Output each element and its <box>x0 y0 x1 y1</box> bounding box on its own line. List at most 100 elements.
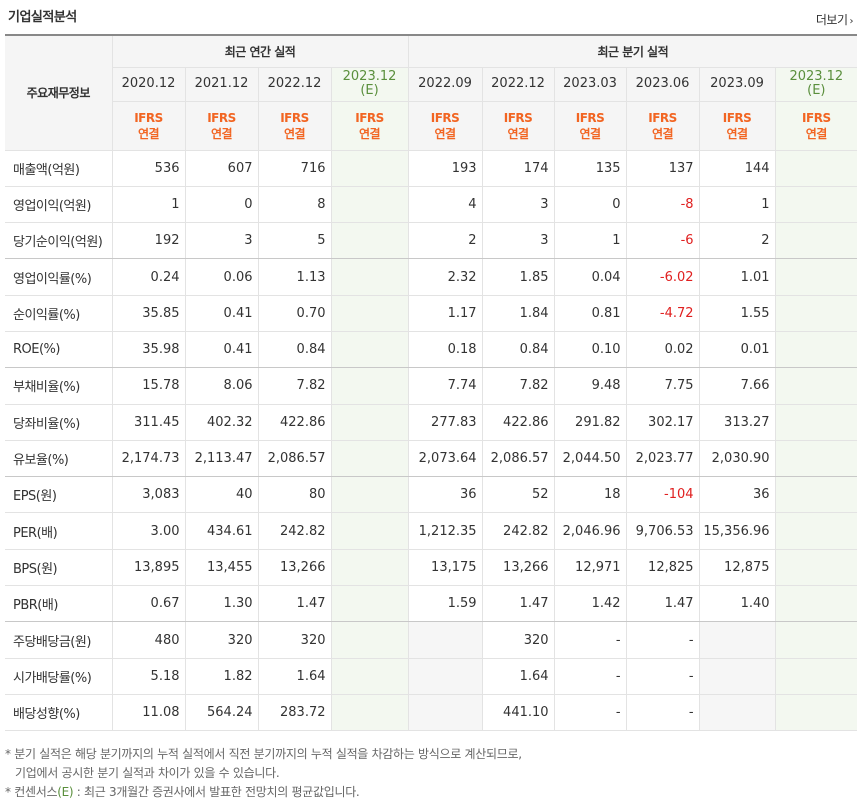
value-cell: 242.82 <box>481 512 555 550</box>
value-cell: 536 <box>111 149 186 187</box>
value-cell: 3.00 <box>111 512 186 550</box>
value-cell: 291.82 <box>553 403 627 441</box>
period-row: 2020.12 2021.12 2022.12 2023.12 (E) 2022.09 20… <box>5 66 858 102</box>
value-cell <box>330 585 409 623</box>
more-link[interactable]: 더보기 › <box>816 11 854 28</box>
standard-consolidated: 연결 <box>579 126 602 141</box>
standard-consolidated: 연결 <box>726 126 749 141</box>
period-label: 2023.12 <box>789 69 844 84</box>
standard-consolidated: 연결 <box>805 126 828 141</box>
value-cell: 422.86 <box>257 403 332 441</box>
standard-ifrs: IFRS <box>430 110 460 125</box>
table-row: 당기순이익(억원) 192 3 5 2 3 1 -6 2 <box>5 222 858 260</box>
quarter-group-header: 최근 분기 실적 <box>407 34 858 68</box>
period-label: 2023.09 <box>710 76 764 91</box>
standard-ifrs: IFRS <box>722 110 752 125</box>
table-row: 부채비율(%) 15.78 8.06 7.82 7.74 7.82 9.48 7.75 7.66 <box>5 367 858 405</box>
period-header: 2023.12 (E) <box>330 66 409 102</box>
value-cell <box>774 439 858 478</box>
value-cell: 8.06 <box>184 367 259 405</box>
value-cell <box>774 693 858 732</box>
row-label: 당좌비율(%) <box>5 403 113 441</box>
standard-consolidated: 연결 <box>283 126 306 141</box>
value-cell: 1.64 <box>257 657 332 695</box>
value-cell: 3,083 <box>111 476 186 514</box>
estimate-mark: (E) <box>360 83 379 98</box>
value-cell: 7.82 <box>257 367 332 405</box>
table-row: 매출액(억원) 536 607 716 193 174 135 137 144 <box>5 149 858 187</box>
period-label: 2022.12 <box>267 76 322 91</box>
row-label: ROE(%) <box>5 330 113 369</box>
value-cell: 11.08 <box>111 693 186 732</box>
footnote-1-cont: 기업에서 공시한 분기 실적과 차이가 있을 수 있습니다. <box>15 766 280 780</box>
value-cell: 2,113.47 <box>184 439 259 478</box>
row-label: PER(배) <box>5 512 113 550</box>
value-cell: 15.78 <box>111 367 186 405</box>
value-cell: 607 <box>184 149 259 187</box>
value-cell <box>330 476 409 514</box>
value-cell: 1.47 <box>625 585 700 623</box>
standard-header: IFRS 연결 <box>407 100 483 151</box>
value-cell: 0.02 <box>625 330 700 369</box>
value-cell: 2.32 <box>407 258 483 296</box>
value-cell: 564.24 <box>184 693 259 732</box>
value-cell <box>774 585 858 623</box>
period-label: 2023.03 <box>563 76 617 91</box>
value-cell: 15,356.96 <box>698 512 776 550</box>
value-cell: 1.59 <box>407 585 483 623</box>
page-title: 기업실적분석 <box>8 10 77 25</box>
standard-header: IFRS 연결 <box>774 100 858 151</box>
value-cell: -4.72 <box>625 294 700 332</box>
value-cell: 402.32 <box>184 403 259 441</box>
standard-ifrs: IFRS <box>355 110 384 125</box>
value-cell: 1.17 <box>407 294 483 332</box>
value-cell <box>774 367 858 405</box>
standard-consolidated: 연결 <box>507 126 530 141</box>
value-cell: 1.13 <box>257 258 332 296</box>
standard-consolidated: 연결 <box>137 126 160 141</box>
value-cell: 0.81 <box>553 294 627 332</box>
value-cell: 12,825 <box>625 548 700 587</box>
value-cell <box>330 693 409 732</box>
value-cell: - <box>625 657 700 695</box>
value-cell <box>774 330 858 369</box>
footnote-2-prefix: 컨센서스 <box>14 785 58 799</box>
value-cell <box>698 621 776 659</box>
table-body: 매출액(억원) 536 607 716 193 174 135 137 144 영업이익(억원) 1… <box>5 149 858 732</box>
estimate-mark: (E) <box>807 83 826 98</box>
standard-header: IFRS 연결 <box>698 100 776 151</box>
value-cell: 0.01 <box>698 330 776 369</box>
standard-ifrs: IFRS <box>280 110 309 125</box>
value-cell: 422.86 <box>481 403 555 441</box>
value-cell <box>774 476 858 514</box>
standard-ifrs: IFRS <box>575 110 605 125</box>
value-cell: 1.82 <box>184 657 259 695</box>
value-cell: 1.55 <box>698 294 776 332</box>
financial-table: 주요재무정보 최근 연간 실적 최근 분기 실적 2020.12 2021.12 2… <box>5 34 858 732</box>
value-cell: 8 <box>257 185 332 224</box>
value-cell <box>774 258 858 296</box>
value-cell <box>407 693 483 732</box>
value-cell: 1.30 <box>184 585 259 623</box>
standard-header: IFRS 연결 <box>257 100 332 151</box>
row-label: 주당배당금(원) <box>5 621 113 659</box>
value-cell: 311.45 <box>111 403 186 441</box>
value-cell: 2,044.50 <box>553 439 627 478</box>
value-cell: 12,971 <box>553 548 627 587</box>
period-header: 2022.09 <box>407 66 483 102</box>
value-cell: 1 <box>698 185 776 224</box>
value-cell: 35.98 <box>111 330 186 369</box>
value-cell: 1 <box>111 185 186 224</box>
value-cell: 0.41 <box>184 294 259 332</box>
value-cell <box>330 185 409 224</box>
row-label: 매출액(억원) <box>5 149 113 187</box>
row-header-label: 주요재무정보 <box>5 34 113 151</box>
value-cell: 0 <box>184 185 259 224</box>
row-label: 순이익률(%) <box>5 294 113 332</box>
value-cell <box>330 258 409 296</box>
value-cell: 1.47 <box>481 585 555 623</box>
value-cell: 144 <box>698 149 776 187</box>
value-cell: 5.18 <box>111 657 186 695</box>
value-cell: 35.85 <box>111 294 186 332</box>
value-cell: 0 <box>553 185 627 224</box>
